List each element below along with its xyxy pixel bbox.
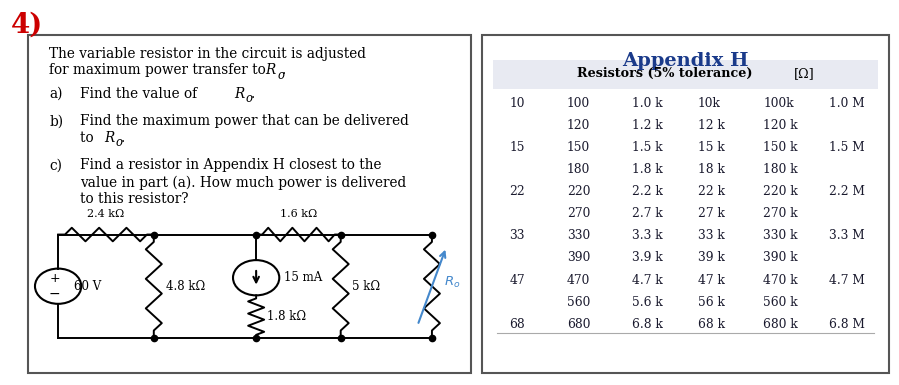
Text: 2.4 kΩ: 2.4 kΩ (87, 209, 125, 219)
Text: 68 k: 68 k (698, 318, 725, 331)
Text: 100k: 100k (763, 97, 794, 110)
Text: 33 k: 33 k (698, 229, 725, 243)
Text: 1.0 M: 1.0 M (829, 97, 865, 110)
Text: a): a) (49, 87, 63, 101)
Text: 4.7 M: 4.7 M (829, 273, 865, 286)
Text: 150 k: 150 k (763, 141, 797, 154)
Text: value in part (a). How much power is delivered: value in part (a). How much power is del… (80, 175, 406, 190)
Text: 6.8 k: 6.8 k (632, 318, 663, 331)
Text: 47: 47 (510, 273, 525, 286)
Text: 68: 68 (510, 318, 525, 331)
Text: 5 kΩ: 5 kΩ (352, 280, 380, 293)
Text: 22: 22 (510, 186, 525, 198)
Text: 6.8 M: 6.8 M (829, 318, 865, 331)
Text: Find a resistor in Appendix H closest to the: Find a resistor in Appendix H closest to… (80, 158, 382, 172)
Text: [Ω]: [Ω] (794, 67, 814, 80)
Text: 2.7 k: 2.7 k (632, 208, 663, 221)
Text: 470: 470 (567, 273, 591, 286)
Text: 120 k: 120 k (763, 119, 797, 132)
Text: 1.5 M: 1.5 M (829, 141, 865, 154)
Text: 39 k: 39 k (698, 251, 725, 264)
Text: 330: 330 (567, 229, 590, 243)
Text: 390: 390 (567, 251, 591, 264)
Text: 56 k: 56 k (698, 296, 725, 308)
Text: .: . (281, 64, 286, 77)
Text: b): b) (49, 114, 63, 128)
Text: 180: 180 (567, 163, 591, 176)
Text: 15: 15 (510, 141, 525, 154)
Text: 220 k: 220 k (763, 186, 798, 198)
Text: −: − (49, 287, 60, 301)
Text: $R_o$: $R_o$ (444, 275, 461, 290)
Text: for maximum power transfer to: for maximum power transfer to (49, 64, 271, 77)
Text: Appendix H: Appendix H (622, 52, 749, 70)
Text: Find the value of: Find the value of (80, 87, 202, 101)
Text: 1.2 k: 1.2 k (632, 119, 663, 132)
Text: 10k: 10k (698, 97, 721, 110)
Text: R: R (234, 87, 245, 101)
Text: 1.8 k: 1.8 k (632, 163, 663, 176)
Text: 1.8 kΩ: 1.8 kΩ (267, 310, 307, 323)
Text: o: o (116, 136, 123, 149)
Text: 5.6 k: 5.6 k (632, 296, 663, 308)
Text: 1.6 kΩ: 1.6 kΩ (280, 209, 317, 219)
Text: 3.3 k: 3.3 k (632, 229, 663, 243)
Text: 270: 270 (567, 208, 591, 221)
FancyBboxPatch shape (482, 35, 889, 373)
Text: 180 k: 180 k (763, 163, 797, 176)
FancyBboxPatch shape (28, 35, 471, 373)
Text: 100: 100 (567, 97, 590, 110)
Text: to this resistor?: to this resistor? (80, 192, 189, 206)
Text: R: R (104, 131, 114, 145)
Text: Find the maximum power that can be delivered: Find the maximum power that can be deliv… (80, 114, 409, 128)
Text: 150: 150 (567, 141, 590, 154)
Text: Resistors (5% tolerance): Resistors (5% tolerance) (577, 67, 752, 80)
Text: 12 k: 12 k (698, 119, 725, 132)
Text: 10: 10 (510, 97, 525, 110)
Text: 2.2 M: 2.2 M (829, 186, 865, 198)
Text: 1.0 k: 1.0 k (632, 97, 663, 110)
Text: 1.5 k: 1.5 k (632, 141, 663, 154)
Text: 22 k: 22 k (698, 186, 725, 198)
Text: 47 k: 47 k (698, 273, 725, 286)
Text: 4.7 k: 4.7 k (632, 273, 663, 286)
Text: 470 k: 470 k (763, 273, 797, 286)
Text: 390 k: 390 k (763, 251, 797, 264)
Text: 680: 680 (567, 318, 591, 331)
Text: +: + (49, 272, 60, 285)
Text: 220: 220 (567, 186, 591, 198)
Text: 18 k: 18 k (698, 163, 725, 176)
Text: 560: 560 (567, 296, 591, 308)
Text: 33: 33 (510, 229, 525, 243)
Text: 560 k: 560 k (763, 296, 797, 308)
Text: 15 k: 15 k (698, 141, 725, 154)
Text: o: o (246, 92, 253, 105)
Text: 330 k: 330 k (763, 229, 797, 243)
Text: .: . (250, 87, 254, 101)
Text: R: R (265, 64, 275, 77)
Text: 60 V: 60 V (74, 280, 101, 293)
Text: 3.9 k: 3.9 k (632, 251, 663, 264)
Text: The variable resistor in the circuit is adjusted: The variable resistor in the circuit is … (49, 47, 366, 60)
Text: 3.3 M: 3.3 M (829, 229, 865, 243)
Text: 15 mA: 15 mA (284, 271, 322, 284)
Text: 120: 120 (567, 119, 591, 132)
Text: .: . (120, 131, 125, 145)
Text: 27 k: 27 k (698, 208, 725, 221)
Text: 270 k: 270 k (763, 208, 797, 221)
FancyBboxPatch shape (494, 60, 877, 89)
Text: to: to (80, 131, 98, 145)
Text: o: o (277, 69, 284, 82)
Text: c): c) (49, 158, 62, 172)
Text: 2.2 k: 2.2 k (632, 186, 663, 198)
Text: 4): 4) (11, 12, 43, 38)
Text: 680 k: 680 k (763, 318, 798, 331)
Text: 4.8 kΩ: 4.8 kΩ (166, 280, 206, 293)
